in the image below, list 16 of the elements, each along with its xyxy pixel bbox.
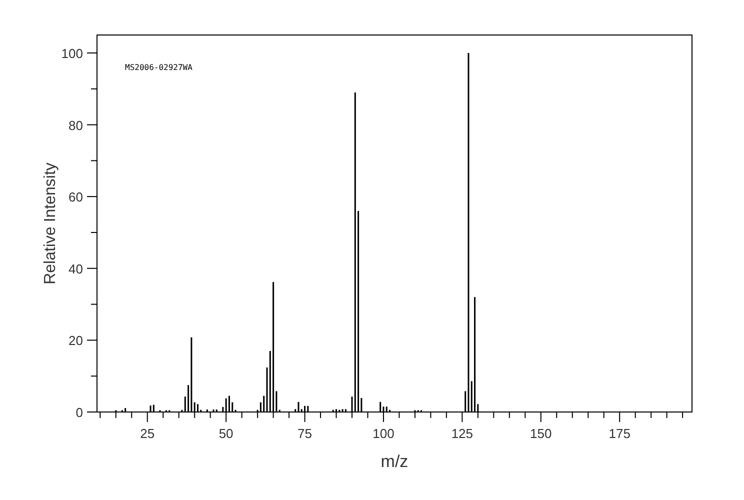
- x-tick-label: 25: [140, 426, 155, 441]
- x-tick-label: 75: [298, 426, 312, 441]
- y-tick-label: 20: [68, 333, 83, 348]
- x-tick-label: 125: [451, 426, 474, 441]
- y-tick-label: 40: [68, 261, 83, 276]
- y-tick-label: 100: [61, 46, 83, 61]
- x-tick-label: 150: [530, 426, 552, 441]
- y-tick-label: 60: [68, 190, 83, 205]
- x-tick-label: 100: [372, 426, 394, 441]
- annotation: MS2006-02927WA: [125, 63, 193, 72]
- x-tick-label: 175: [608, 426, 630, 441]
- y-tick-label: 80: [68, 118, 83, 133]
- y-axis-title: Relative Intensity: [42, 162, 59, 284]
- x-axis-title: m/z: [380, 452, 408, 471]
- y-tick-label: 0: [76, 405, 83, 420]
- x-tick-label: 50: [218, 426, 234, 441]
